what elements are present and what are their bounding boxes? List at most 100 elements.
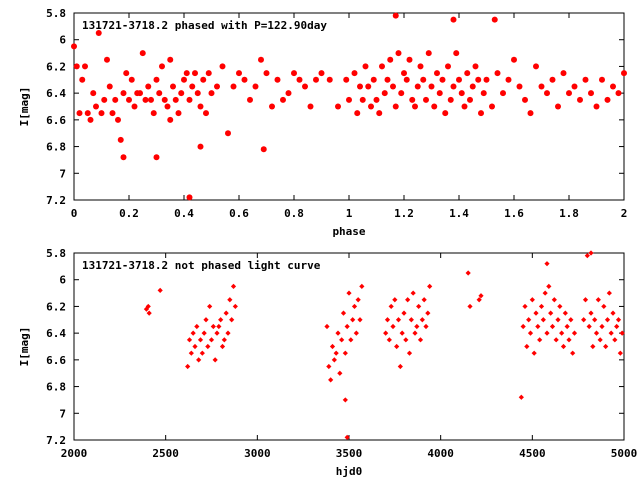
data-point [577, 96, 583, 103]
x-tick-label: 1.2 [394, 207, 414, 220]
data-point [535, 323, 541, 330]
data-point [247, 96, 253, 103]
data-point [505, 76, 512, 83]
data-point [344, 434, 350, 440]
data-point [564, 323, 570, 330]
data-point [524, 343, 530, 350]
data-point [196, 357, 202, 363]
data-point [401, 70, 407, 77]
x-tick-label: 0.2 [119, 207, 139, 220]
data-point [218, 317, 224, 323]
data-point [383, 330, 389, 336]
data-point [214, 83, 220, 90]
data-point [529, 297, 535, 303]
x-tick-label: 4500 [519, 447, 546, 460]
data-point [241, 76, 248, 83]
data-point [87, 116, 94, 123]
data-point [318, 70, 325, 77]
x-tick-label: 0.8 [284, 207, 304, 220]
data-point [157, 287, 163, 293]
data-point [339, 337, 345, 343]
data-point [379, 63, 385, 70]
data-point [603, 343, 609, 350]
data-point [216, 323, 222, 330]
data-point [581, 317, 587, 323]
data-point [172, 96, 179, 103]
data-point [566, 337, 572, 343]
data-point [333, 350, 339, 356]
data-point [599, 323, 605, 330]
data-point [562, 310, 568, 316]
data-point [398, 90, 405, 97]
data-point [614, 323, 620, 330]
data-point [104, 56, 110, 63]
data-point [450, 16, 457, 23]
data-point [384, 76, 391, 83]
data-point [263, 70, 270, 77]
data-point [258, 56, 264, 63]
data-point [392, 297, 398, 303]
y-tick-label: 6.4 [46, 87, 66, 100]
x-tick-label: 0.6 [229, 207, 249, 220]
data-point [395, 50, 402, 57]
data-point [612, 337, 618, 343]
data-point [123, 70, 130, 77]
data-point [73, 63, 80, 70]
data-point [117, 136, 124, 143]
data-point [236, 70, 242, 77]
data-point [511, 56, 517, 63]
data-point [344, 323, 350, 330]
data-point [557, 303, 563, 310]
data-point [225, 130, 231, 137]
data-point [95, 30, 102, 37]
data-point [381, 90, 388, 97]
data-point [269, 103, 275, 110]
data-point [214, 330, 220, 336]
data-point [420, 76, 427, 83]
data-points [143, 250, 625, 440]
data-point [604, 96, 611, 103]
data-point [414, 83, 421, 90]
y-axis-label: I[mag] [18, 87, 31, 127]
x-tick-label: 4000 [427, 447, 454, 460]
data-point [274, 76, 281, 83]
data-point [483, 76, 490, 83]
data-point [597, 337, 603, 343]
data-point [148, 96, 154, 103]
data-point [93, 103, 99, 110]
data-point [359, 283, 365, 289]
data-point [538, 83, 545, 90]
data-point [376, 110, 383, 117]
data-point [406, 350, 413, 356]
data-point [353, 330, 359, 336]
data-point [186, 96, 193, 103]
data-point [365, 83, 372, 90]
data-point [76, 110, 83, 117]
data-point [296, 76, 303, 83]
data-point [387, 56, 394, 63]
data-point [280, 96, 286, 103]
data-point [403, 76, 410, 83]
data-point [205, 343, 211, 350]
x-tick-label: 2000 [61, 447, 88, 460]
data-point [494, 70, 501, 77]
phased-light-curve-panel: 131721-3718.2 phased with P=122.90day ph… [18, 7, 627, 238]
data-point [431, 103, 438, 110]
data-point [588, 250, 594, 256]
data-point [409, 96, 416, 103]
x-tick-label: 1.8 [559, 207, 579, 220]
data-point [229, 317, 235, 323]
data-point [408, 317, 414, 323]
data-point [388, 303, 394, 310]
y-tick-label: 6.8 [46, 141, 66, 154]
data-point [406, 56, 413, 63]
data-point [386, 337, 392, 343]
data-point [417, 337, 424, 343]
x-tick-label: 5000 [611, 447, 638, 460]
data-point [533, 63, 539, 70]
data-point [500, 90, 506, 97]
data-point [392, 12, 399, 19]
data-point [478, 293, 484, 299]
data-point [205, 70, 212, 77]
